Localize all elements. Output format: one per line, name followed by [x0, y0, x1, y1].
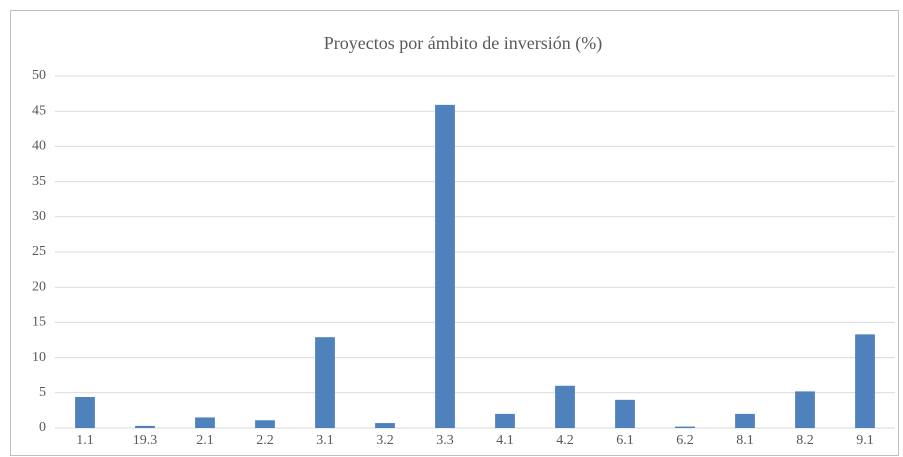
y-tick-label: 20 — [32, 279, 46, 294]
x-tick-label: 19.3 — [133, 433, 158, 448]
x-tick-label: 2.1 — [196, 433, 214, 448]
bar — [555, 385, 575, 428]
bar — [495, 413, 515, 428]
x-tick-label: 2.2 — [256, 433, 274, 448]
chart-title: Proyectos por ámbito de inversión (%) — [324, 33, 602, 54]
bar — [735, 413, 755, 428]
bar — [675, 426, 695, 428]
bar — [615, 399, 635, 428]
y-tick-label: 30 — [32, 209, 46, 224]
y-tick-label: 50 — [32, 68, 46, 83]
bar — [75, 397, 95, 428]
bar — [375, 423, 395, 428]
bar — [255, 420, 275, 428]
bar — [795, 391, 815, 428]
x-tick-label: 3.1 — [316, 433, 334, 448]
x-tick-label: 3.2 — [376, 433, 394, 448]
x-tick-label: 3.3 — [436, 433, 454, 448]
x-tick-label: 6.1 — [616, 433, 634, 448]
x-tick-label: 9.1 — [856, 433, 874, 448]
y-tick-label: 15 — [32, 315, 46, 330]
x-tick-label: 8.2 — [796, 433, 814, 448]
x-tick-label: 1.1 — [76, 433, 94, 448]
y-tick-label: 5 — [39, 385, 46, 400]
bar — [315, 337, 335, 428]
y-tick-label: 10 — [32, 350, 46, 365]
y-tick-label: 0 — [39, 420, 46, 435]
x-tick-label: 4.2 — [556, 433, 574, 448]
x-tick-label: 8.1 — [736, 433, 754, 448]
y-tick-label: 35 — [32, 174, 46, 189]
bar — [435, 104, 455, 428]
y-tick-label: 25 — [32, 244, 46, 259]
bar — [135, 425, 155, 428]
bar — [855, 334, 875, 428]
x-tick-label: 6.2 — [676, 433, 694, 448]
y-tick-label: 45 — [32, 103, 46, 118]
bar — [195, 417, 215, 428]
x-tick-label: 4.1 — [496, 433, 514, 448]
y-tick-label: 40 — [32, 139, 46, 154]
